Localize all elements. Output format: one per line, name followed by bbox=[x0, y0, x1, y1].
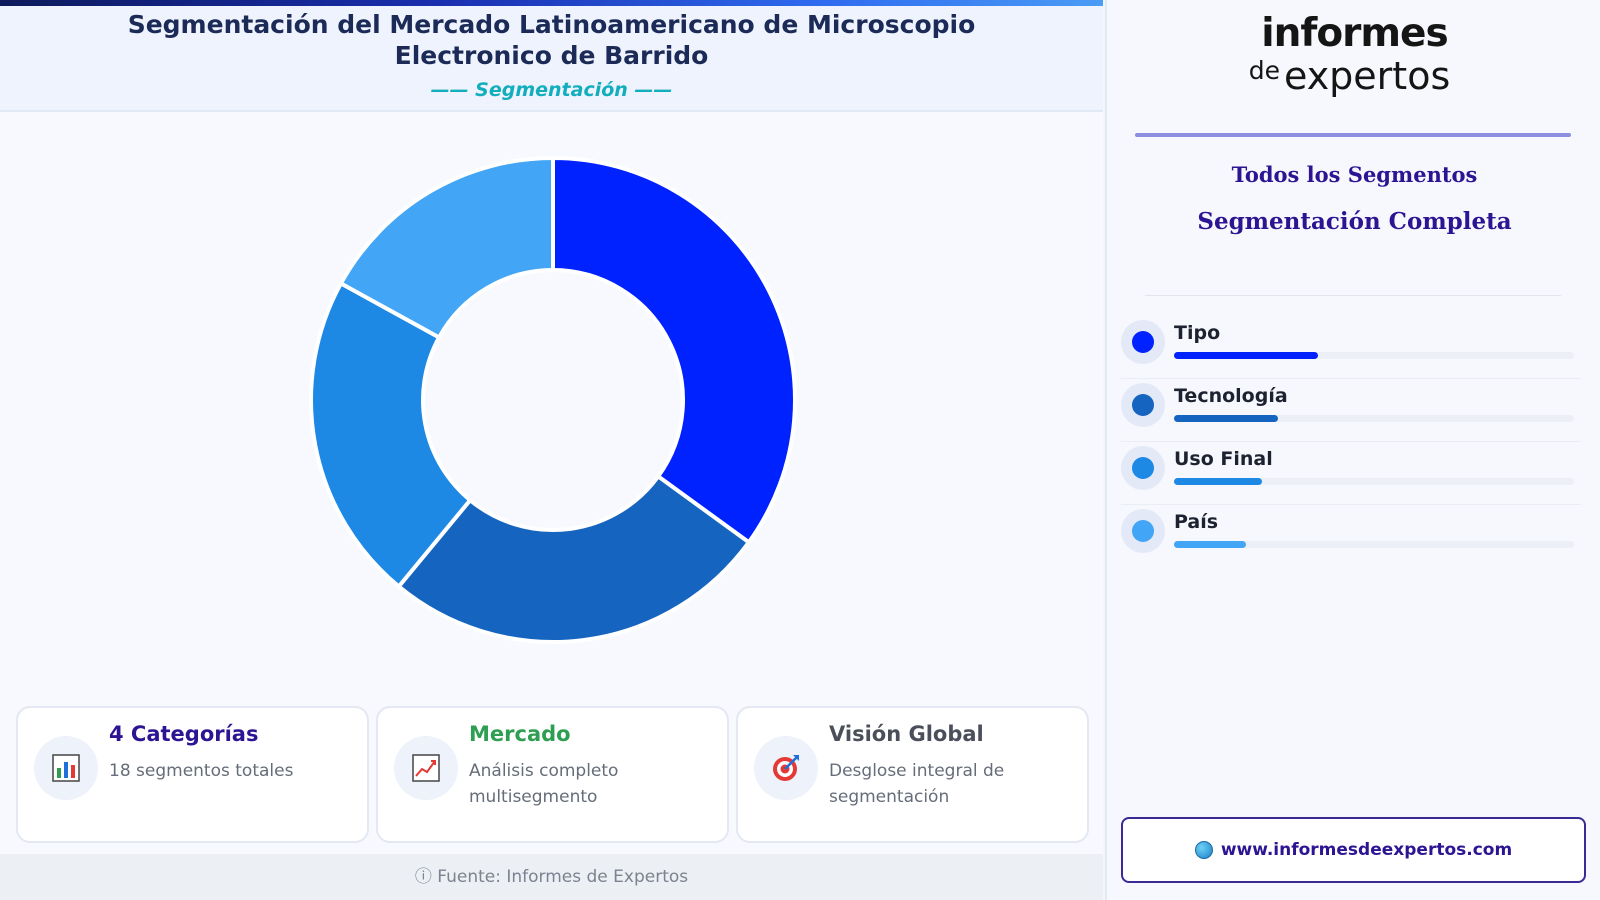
page-title: Segmentación del Mercado Latinoamericano… bbox=[127, 10, 976, 70]
header: Segmentación del Mercado Latinoamericano… bbox=[0, 6, 1103, 112]
sidebar-heading: Todos los Segmentos bbox=[1231, 162, 1478, 187]
target-icon bbox=[754, 736, 818, 800]
card-text: 18 segmentos totales bbox=[109, 761, 294, 781]
legend-label: Uso Final bbox=[1174, 448, 1273, 470]
page-subtitle: —— Segmentación —— bbox=[430, 79, 673, 101]
sidebar: informes de expertos Todos los Segmentos … bbox=[1105, 0, 1600, 900]
card-title: Visión Global bbox=[829, 722, 984, 746]
logo-line2: de expertos bbox=[1097, 54, 1600, 95]
legend-bar-track bbox=[1174, 415, 1574, 422]
legend-dot bbox=[1121, 446, 1165, 490]
legend-label: Tipo bbox=[1174, 322, 1221, 344]
donut-slice-3 bbox=[338, 155, 555, 341]
card-market: Mercado Análisis completo multisegmento bbox=[376, 706, 729, 843]
source-footer: ⓘ Fuente: Informes de Expertos bbox=[0, 854, 1103, 900]
legend-item-pais: País bbox=[1121, 505, 1581, 568]
legend-bar-fill bbox=[1174, 478, 1262, 485]
donut-slice-1 bbox=[395, 473, 752, 644]
legend-swatch bbox=[1132, 394, 1154, 416]
sidebar-subheading: Segmentación Completa bbox=[1197, 208, 1512, 235]
card-text: Análisis completo multisegmento bbox=[469, 761, 619, 807]
top-accent-bar bbox=[0, 0, 1103, 6]
card-text: Desglose integral de segmentación bbox=[829, 761, 1005, 807]
chart-legend: Tipo Tecnología Uso Final País bbox=[1121, 316, 1581, 568]
legend-item-uso-final: Uso Final bbox=[1121, 442, 1581, 505]
divider bbox=[1135, 133, 1571, 137]
divider bbox=[1145, 295, 1561, 296]
legend-swatch bbox=[1132, 520, 1154, 542]
logo-expertos: expertos bbox=[1283, 54, 1451, 98]
card-categories: 4 Categorías 18 segmentos totales bbox=[16, 706, 369, 843]
logo-de: de bbox=[1248, 56, 1280, 85]
legend-bar-track bbox=[1174, 352, 1574, 359]
legend-item-tipo: Tipo bbox=[1121, 316, 1581, 379]
website-url: www.informesdeexpertos.com bbox=[1220, 840, 1513, 860]
legend-dot bbox=[1121, 509, 1165, 553]
legend-bar-track bbox=[1174, 541, 1574, 548]
logo-line1: informes bbox=[1261, 11, 1448, 56]
legend-label: País bbox=[1174, 511, 1219, 533]
legend-item-tecnologia: Tecnología bbox=[1121, 379, 1581, 442]
legend-swatch bbox=[1132, 331, 1154, 353]
main-panel: Segmentación del Mercado Latinoamericano… bbox=[0, 0, 1103, 900]
bar-chart-icon bbox=[34, 736, 98, 800]
legend-dot bbox=[1121, 383, 1165, 427]
card-title: Mercado bbox=[469, 722, 571, 746]
donut-chart bbox=[309, 155, 797, 644]
globe-icon bbox=[1194, 841, 1213, 859]
summary-cards: 4 Categorías 18 segmentos totales Mercad… bbox=[16, 706, 1089, 843]
website-link[interactable]: www.informesdeexpertos.com bbox=[1121, 817, 1586, 883]
card-global-vision: Visión Global Desglose integral de segme… bbox=[736, 706, 1089, 843]
legend-label: Tecnología bbox=[1174, 385, 1288, 407]
legend-swatch bbox=[1132, 457, 1154, 479]
card-title: 4 Categorías bbox=[109, 722, 259, 746]
legend-dot bbox=[1121, 320, 1165, 364]
legend-bar-fill bbox=[1174, 352, 1318, 359]
legend-bar-fill bbox=[1174, 415, 1278, 422]
donut-slice-2 bbox=[309, 280, 473, 590]
legend-bar-fill bbox=[1174, 541, 1246, 548]
line-chart-icon bbox=[394, 736, 458, 800]
legend-bar-track bbox=[1174, 478, 1574, 485]
donut-chart-area bbox=[0, 112, 1103, 697]
brand-logo: informes de expertos bbox=[1107, 11, 1600, 96]
donut-slice-0 bbox=[551, 155, 797, 546]
